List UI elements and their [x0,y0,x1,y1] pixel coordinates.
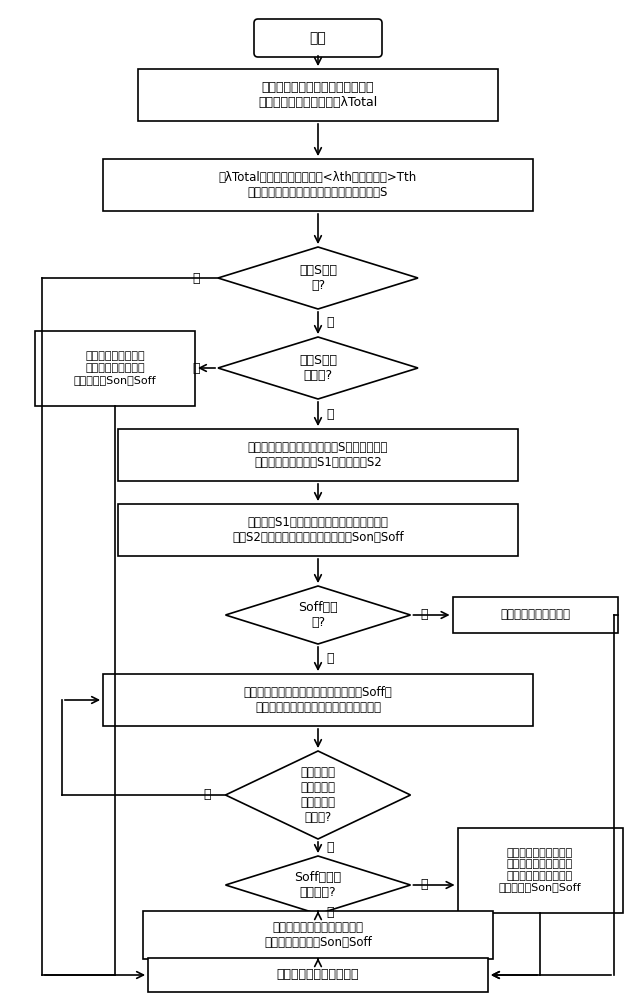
Polygon shape [225,856,410,914]
Text: 是: 是 [326,841,334,854]
Text: 开始: 开始 [310,31,326,45]
FancyBboxPatch shape [254,19,382,57]
Bar [143,911,493,959]
Text: 宏小区向S1中的小小区发送关闭信号将其关
闭，S2中的小小区保持开启，并更新Son与Soff: 宏小区向S1中的小小区发送关闭信号将其关 闭，S2中的小小区保持开启，并更新So… [233,516,404,544]
Text: Soff为空
集?: Soff为空 集? [298,601,338,629]
Text: 从λTotal中筛选出业务负载量<λth且持续时间>Tth
的小小区，并以负载量升序排列，得到集合S: 从λTotal中筛选出业务负载量<λth且持续时间>Tth 的小小区，并以负载量… [219,171,417,199]
Bar [118,429,518,481]
Text: 集合S为空
集?: 集合S为空 集? [299,264,337,292]
Bar [148,958,488,992]
Text: 集合S中元
素极少?: 集合S中元 素极少? [299,354,337,382]
Bar [103,674,533,726]
Text: 宏小区控制下的各小小区周期性地
上报负载信息，得到集合λTotal: 宏小区控制下的各小小区周期性地 上报负载信息，得到集合λTotal [259,81,378,109]
Text: 是: 是 [326,906,334,919]
Text: 否: 否 [420,879,428,892]
Polygon shape [218,247,418,309]
Polygon shape [225,586,410,644]
Text: 否: 否 [326,408,334,420]
Text: 否: 否 [326,652,334,666]
Bar [138,69,498,121]
Text: 宏小区周期性地收集关闭态小小区集合Soff周
围的负载信息，以及宏小区自身负载信息: 宏小区周期性地收集关闭态小小区集合Soff周 围的负载信息，以及宏小区自身负载信… [243,686,392,714]
Text: 宏小区向距离负载量上
升的小小区最近的小小
区发送唤醒信号将其唤
醒，并更新Son与Soff: 宏小区向距离负载量上 升的小小区最近的小小 区发送唤醒信号将其唤 醒，并更新So… [499,848,582,892]
Bar [103,159,533,211]
Text: 利用均值迭代阈值比较算法将S划分为两个子
集，业务量较小的为S1，较大的为S2: 利用均值迭代阈值比较算法将S划分为两个子 集，业务量较小的为S1，较大的为S2 [248,441,388,469]
Text: 以上两个负
载信息至少
有一个超过
门限值?: 以上两个负 载信息至少 有一个超过 门限值? [301,766,336,824]
Bar [457,828,622,912]
Polygon shape [225,751,410,839]
Bar [452,597,617,633]
Text: Soff中只有
一个元素?: Soff中只有 一个元素? [294,871,341,899]
Bar [118,504,518,556]
Polygon shape [218,337,418,399]
Text: 暂时不能提供负载分流: 暂时不能提供负载分流 [500,608,570,621]
Text: 否: 否 [326,316,334,330]
Text: 是: 是 [192,361,200,374]
Text: 等待下一个开关周期到来: 等待下一个开关周期到来 [276,968,359,982]
Text: 是: 是 [420,608,428,621]
Text: 宏小区向这些小小区
发送关闭信号将其关
闭，并更新Son与Soff: 宏小区向这些小小区 发送关闭信号将其关 闭，并更新Son与Soff [74,351,156,385]
Text: 是: 是 [192,271,200,284]
Text: 宏小区向小小区发送唤醒信号
将其唤醒，并更新Son与Soff: 宏小区向小小区发送唤醒信号 将其唤醒，并更新Son与Soff [264,921,372,949]
Bar [35,330,195,406]
Text: 否: 否 [203,788,210,802]
